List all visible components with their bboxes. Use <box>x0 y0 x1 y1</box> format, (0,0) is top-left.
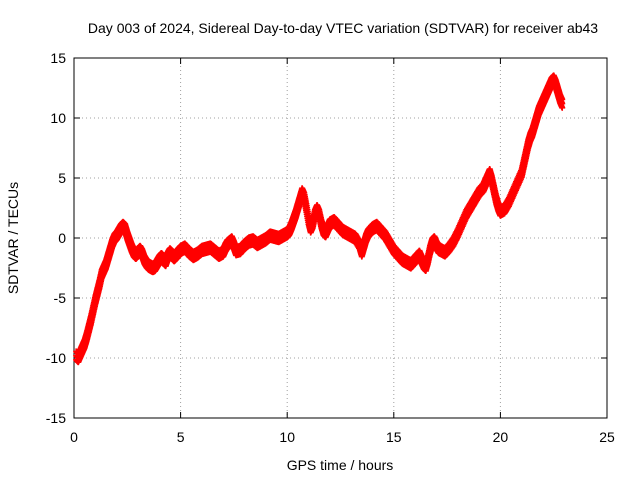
x-tick-label: 20 <box>493 429 509 445</box>
plot-frame <box>73 57 608 419</box>
x-tick-label: 5 <box>177 429 185 445</box>
y-tick-label: -5 <box>54 290 67 306</box>
data-points <box>73 72 566 366</box>
y-axis-label: SDTVAR / TECUs <box>5 182 21 294</box>
chart-title: Day 003 of 2024, Sidereal Day-to-day VTE… <box>88 20 598 36</box>
y-tick-label: -15 <box>46 410 66 426</box>
x-tick-label: 25 <box>599 429 615 445</box>
grid <box>74 58 607 418</box>
x-tick-label: 15 <box>386 429 402 445</box>
y-tick-label: 15 <box>50 50 66 66</box>
x-tick-label: 0 <box>70 429 78 445</box>
x-tick-label: 10 <box>279 429 295 445</box>
axis-ticks: 0 5 10 15 20 25 -15 -10 -5 0 5 10 15 <box>46 50 615 445</box>
y-tick-label: 10 <box>50 110 66 126</box>
x-axis-label: GPS time / hours <box>287 457 394 473</box>
y-tick-label: 0 <box>58 230 66 246</box>
y-tick-label: 5 <box>58 170 66 186</box>
y-tick-label: -10 <box>46 350 66 366</box>
